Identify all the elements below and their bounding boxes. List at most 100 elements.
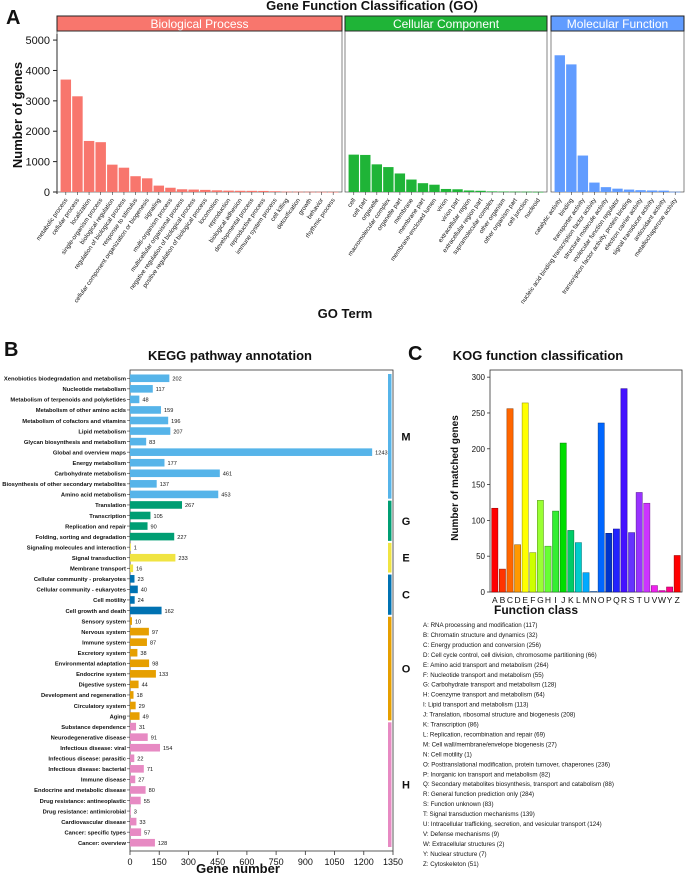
kog-bar [590, 591, 597, 593]
kegg-category-label: Nervous system [81, 630, 126, 636]
kegg-bar [130, 701, 136, 710]
kegg-x-tick-label: 600 [239, 857, 254, 867]
kegg-bar [130, 817, 137, 826]
kog-x-tick-label: V [652, 595, 658, 605]
go-bar [623, 189, 635, 192]
kog-bar [582, 572, 590, 593]
kegg-bar [130, 712, 140, 720]
kegg-bar [130, 480, 157, 488]
go-bar [293, 191, 304, 193]
kog-legend-entry: Z: Cytoskeleton (51) [423, 861, 479, 868]
kegg-category-label: Immune disease [81, 778, 127, 784]
kog-legend-entry: B: Chromatin structure and dynamics (32) [423, 632, 538, 639]
kegg-x-tick-label: 150 [152, 857, 167, 867]
go-bar [371, 164, 383, 192]
kog-bar [529, 552, 537, 593]
go-bar [406, 179, 417, 192]
kog-legend-entry: N: Cell motility (1) [423, 751, 472, 758]
kegg-group-label: E [402, 553, 409, 565]
kegg-category-label: Replication and repair [65, 524, 127, 530]
kegg-group-bracket [388, 542, 392, 573]
kegg-value-label: 71 [147, 767, 153, 773]
go-bar [475, 190, 486, 192]
kog-legend-entry: A: RNA processing and modification (117) [423, 622, 537, 629]
kog-legend-entry: R: General function prediction only (284… [423, 791, 534, 798]
kegg-value-label: 177 [167, 461, 176, 467]
kegg-category-label: Transcription [89, 514, 126, 520]
kegg-category-label: Cell motility [93, 598, 127, 604]
kegg-category-label: Endocrine and metabolic disease [34, 788, 127, 794]
kegg-bar [130, 458, 165, 467]
kegg-value-label: 267 [185, 503, 194, 509]
kog-bar [514, 544, 521, 593]
kegg-x-tick-label: 300 [181, 857, 196, 867]
kegg-bar [130, 722, 137, 731]
kog-legend-entry: F: Nucleotide transport and metabolism (… [423, 672, 544, 679]
kog-legend-entry: T: Signal transduction mechanisms (139) [423, 811, 535, 818]
kegg-category-label: Global and overview maps [53, 450, 126, 456]
kegg-value-label: 18 [137, 693, 143, 699]
go-bar [281, 191, 292, 193]
go-bar [635, 190, 646, 192]
kog-y-tick-label: 0 [481, 588, 486, 597]
kegg-x-tick-label: 1050 [325, 857, 345, 867]
kog-bar [605, 533, 613, 593]
kegg-bar [130, 691, 134, 699]
kegg-value-label: 44 [142, 683, 148, 689]
panel-label-c: C [408, 343, 422, 365]
kog-bar [567, 530, 575, 593]
kegg-category-label: Biosynthesis of other secondary metaboli… [2, 482, 126, 488]
kegg-category-label: Immune system [82, 640, 126, 646]
kegg-bar [130, 627, 149, 636]
kog-x-tick-label: G [537, 595, 544, 605]
kegg-group-label: C [402, 590, 410, 602]
kegg-category-label: Development and regeneration [41, 693, 126, 699]
kegg-bar [130, 543, 131, 551]
go-y-tick-label: 2000 [26, 126, 50, 138]
kog-y-tick-label: 250 [472, 409, 486, 418]
go-bar [612, 188, 623, 192]
kegg-category-label: Carbohydrate metabolism [54, 472, 126, 478]
kegg-x-tick-label: 1200 [354, 857, 374, 867]
kog-x-tick-label: O [598, 595, 605, 605]
kog-legend-entry: Q: Secondary metabolites biosynthesis, t… [423, 781, 614, 788]
kog-legend-entry: U: Intracellular trafficking, secretion,… [423, 821, 602, 828]
go-bar [258, 190, 269, 192]
kog-y-tick-label: 100 [472, 516, 486, 525]
go-y-tick-label: 0 [44, 187, 50, 199]
kegg-value-label: 49 [143, 714, 149, 720]
kegg-category-label: Cardiovascular disease [61, 820, 127, 826]
kegg-bar [130, 395, 140, 404]
kegg-x-tick-label: 900 [298, 857, 313, 867]
kegg-category-label: Xenobiotics biodegradation and metabolis… [4, 377, 126, 383]
kegg-category-label: Infectious disease: bacterial [48, 767, 126, 773]
kegg-value-label: 33 [139, 820, 145, 826]
go-bar [521, 191, 532, 193]
kegg-group-label: G [402, 516, 411, 528]
kog-x-tick-label: W [658, 595, 666, 605]
kog-x-tick-label: L [576, 595, 581, 605]
go-bar [566, 64, 577, 192]
kegg-value-label: 90 [151, 524, 157, 530]
kog-x-tick-label: T [637, 595, 642, 605]
kegg-bar [130, 406, 161, 414]
kegg-category-label: Cell growth and death [65, 609, 126, 615]
kegg-group-label: O [402, 664, 411, 676]
kegg-bar [130, 490, 219, 499]
kegg-value-label: 207 [173, 429, 182, 435]
kog-legend-entry: V: Defense mechanisms (9) [423, 831, 499, 838]
kog-bar [628, 532, 635, 593]
kegg-bar [130, 575, 135, 583]
kegg-bar [130, 786, 146, 794]
kegg-category-label: Metabolism of cofactors and vitamins [22, 419, 126, 425]
go-bar [153, 185, 165, 192]
kog-bar [651, 585, 658, 593]
kegg-category-label: Cancer: specific types [64, 830, 126, 836]
kog-legend-entry: C: Energy production and conversion (256… [423, 642, 541, 649]
go-chart-title: Gene Function Classification (GO) [266, 0, 478, 13]
kegg-bar [130, 659, 150, 668]
go-group-label: Biological Process [150, 17, 248, 31]
kegg-bar [130, 765, 144, 773]
kegg-x-tick-label: 1350 [383, 857, 403, 867]
